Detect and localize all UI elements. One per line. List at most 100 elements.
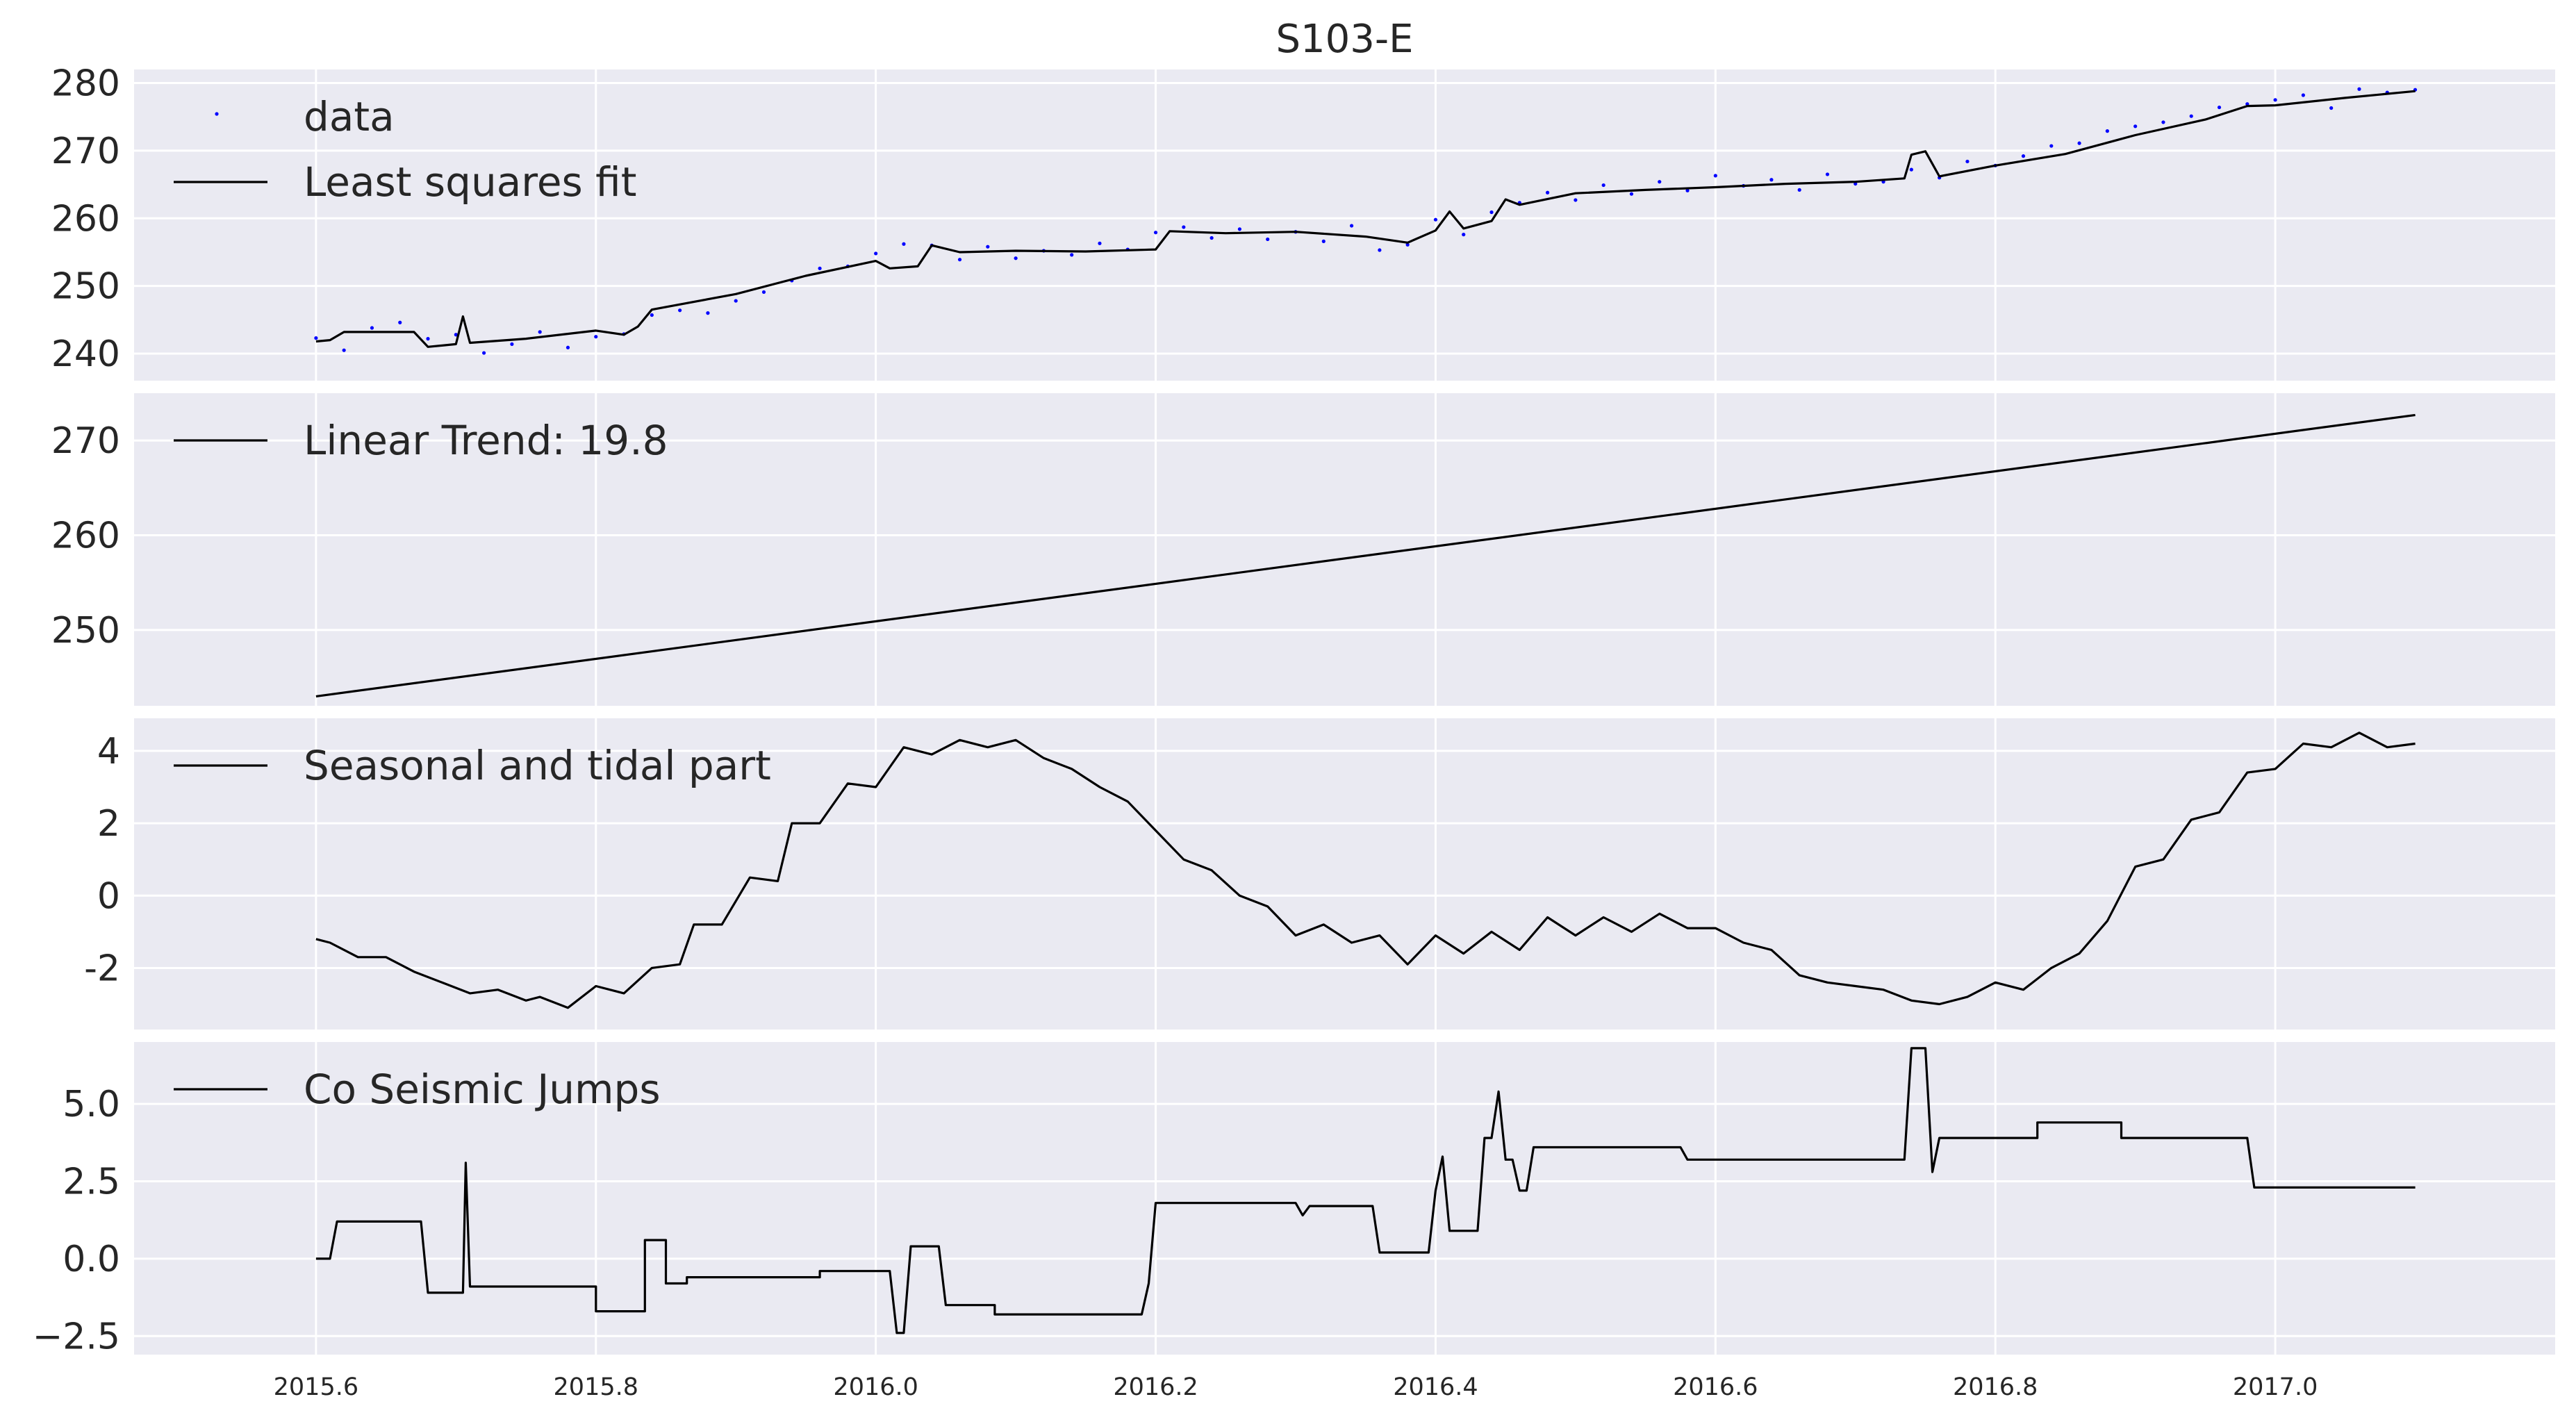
- x-tick-label: 2016.8: [1953, 1373, 2038, 1401]
- y-tick-label: 0: [97, 875, 120, 917]
- data-point: [1070, 253, 1074, 257]
- data-point: [2217, 105, 2222, 110]
- data-point: [874, 251, 878, 256]
- plot-area: [134, 1042, 2555, 1355]
- data-point: [734, 299, 738, 303]
- y-tick-label: 250: [51, 266, 120, 308]
- data-point: [2301, 93, 2305, 97]
- legend-label: Co Seismic Jumps: [304, 1066, 661, 1113]
- plot-area: [134, 718, 2555, 1030]
- y-tick-label: 240: [51, 333, 120, 375]
- legend: data Least squares fit: [174, 93, 636, 206]
- y-tick-label: 260: [51, 198, 120, 240]
- data-point: [706, 311, 710, 315]
- data-point: [1209, 235, 1214, 240]
- y-tick-label: 270: [51, 420, 120, 462]
- data-point: [1237, 227, 1242, 231]
- data-point: [454, 333, 458, 337]
- series-line: [315, 731, 2416, 1009]
- data-point: [2021, 154, 2026, 158]
- data-point: [818, 266, 822, 270]
- data-point: [1797, 188, 1801, 192]
- data-point: [902, 242, 906, 246]
- legend: Co Seismic Jumps: [174, 1066, 661, 1113]
- panel-seasonal-tidal: -2 0 2 4 Seasonal and tidal part: [84, 718, 2555, 1030]
- data-point: [2273, 98, 2277, 102]
- chart-title: S103-E: [1275, 17, 1413, 62]
- data-point: [538, 330, 542, 334]
- y-tick-label: 260: [51, 515, 120, 557]
- data-point: [482, 351, 486, 355]
- plot-area: [134, 69, 2555, 381]
- data-point: [1769, 178, 1774, 182]
- data-point: [2077, 141, 2081, 145]
- y-tick-label: 280: [51, 63, 120, 104]
- y-tick-label: 4: [97, 731, 120, 772]
- data-point: [1462, 233, 1466, 237]
- data-point: [650, 313, 654, 317]
- data-point: [1658, 180, 1662, 184]
- y-tick-label: −2.5: [33, 1316, 120, 1357]
- legend-label: Seasonal and tidal part: [304, 742, 771, 789]
- data-point: [1713, 174, 1717, 178]
- data-point: [2161, 120, 2165, 124]
- data-point: [342, 348, 346, 352]
- data-point: [370, 326, 374, 330]
- x-tick-label: 2016.2: [1113, 1373, 1198, 1401]
- data-point: [1153, 231, 1158, 235]
- x-tick-label: 2016.4: [1393, 1373, 1478, 1401]
- data-point: [314, 336, 318, 340]
- y-tick-label: -2: [84, 948, 120, 989]
- panel-data-fit: 240 250 260 270 280 data Least squares fit: [51, 63, 2555, 381]
- legend: Seasonal and tidal part: [174, 742, 771, 789]
- data-point: [1545, 190, 1550, 195]
- y-tick-label: 250: [51, 610, 120, 652]
- data-point: [986, 245, 990, 249]
- x-tick-label: 2017.0: [2233, 1373, 2318, 1401]
- data-point: [1489, 210, 1494, 215]
- series-line: [315, 413, 2416, 697]
- legend-label: Linear Trend: 19.8: [304, 417, 668, 464]
- y-tick-label: 5.0: [63, 1084, 120, 1125]
- x-tick-label: 2015.6: [274, 1373, 358, 1401]
- data-point: [2189, 114, 2193, 118]
- panel-co-seismic-jumps: −2.5 0.0 2.5 5.0 Co Seismic Jumps 2015.6 2015.…: [33, 1042, 2555, 1401]
- data-point: [1965, 159, 1970, 164]
- data-point: [1685, 188, 1690, 192]
- x-tick-label: 2015.8: [554, 1373, 638, 1401]
- data-point: [761, 290, 766, 295]
- series-line: [315, 90, 2416, 348]
- legend-marker: [215, 112, 219, 116]
- legend: Linear Trend: 19.8: [174, 417, 668, 464]
- y-tick-label: 2.5: [63, 1161, 120, 1202]
- data-point: [1433, 217, 1438, 222]
- data-point: [1574, 198, 1578, 202]
- data-point: [1349, 224, 1354, 228]
- data-point: [594, 335, 598, 339]
- y-tick-label: 0.0: [63, 1239, 120, 1280]
- data-point: [1378, 248, 1382, 252]
- x-tick-label: 2016.6: [1673, 1373, 1758, 1401]
- data-point: [2329, 106, 2334, 110]
- data-point: [398, 320, 402, 324]
- plot-area: [134, 393, 2555, 706]
- data-point: [2357, 87, 2361, 91]
- data-point: [1629, 192, 1634, 196]
- data-point: [510, 342, 514, 347]
- panel-linear-trend: 250 260 270 Linear Trend: 19.8: [51, 393, 2555, 706]
- legend-label: Least squares fit: [304, 158, 636, 206]
- data-point: [1014, 256, 1018, 261]
- data-point: [957, 258, 962, 262]
- legend-label: data: [304, 93, 395, 140]
- data-point: [1909, 167, 1913, 172]
- data-point: [565, 345, 570, 349]
- data-point: [678, 308, 682, 313]
- data-point: [1601, 183, 1605, 188]
- data-point: [1321, 239, 1326, 243]
- data-point: [426, 337, 430, 341]
- data-point: [1405, 242, 1410, 247]
- y-tick-label: 2: [97, 803, 120, 845]
- y-tick-label: 270: [51, 131, 120, 172]
- x-tick-label: 2016.0: [833, 1373, 918, 1401]
- data-point: [1266, 237, 1270, 242]
